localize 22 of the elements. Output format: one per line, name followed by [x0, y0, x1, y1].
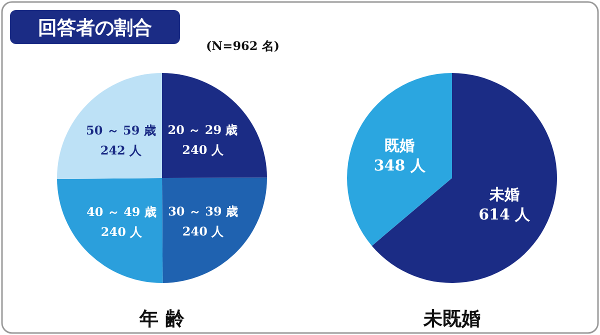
data-label: 240 人 — [182, 224, 225, 239]
chart-title: 回答者の割合 — [38, 17, 152, 39]
data-label: 240 人 — [100, 225, 144, 240]
slice-label: 40 ～ 49 歳 — [86, 205, 156, 220]
slice-label: 30 ～ 39 歳 — [168, 204, 238, 219]
slice-label: 既婚 — [384, 136, 415, 155]
slice-label: 20 ～ 29 歳 — [168, 123, 238, 138]
pie-slice — [162, 73, 267, 178]
text: 未既婚 — [422, 308, 480, 330]
pie-slice — [57, 73, 162, 180]
pie-slice — [347, 73, 452, 246]
data-label: 240 人 — [182, 143, 224, 158]
data-label: 242 人 — [100, 143, 143, 158]
pie-slice — [57, 178, 163, 283]
text: 年 齢 — [138, 308, 186, 330]
slice-label: 未婚 — [488, 185, 520, 204]
chart-subtitle: (N=962 名) — [206, 39, 280, 53]
data-label: 614 人 — [478, 205, 532, 224]
pie-slice — [162, 178, 267, 283]
data-label: 348 人 — [374, 156, 426, 175]
pie-slice — [372, 73, 557, 283]
slice-label: 50 ～ 59 歳 — [86, 123, 156, 138]
